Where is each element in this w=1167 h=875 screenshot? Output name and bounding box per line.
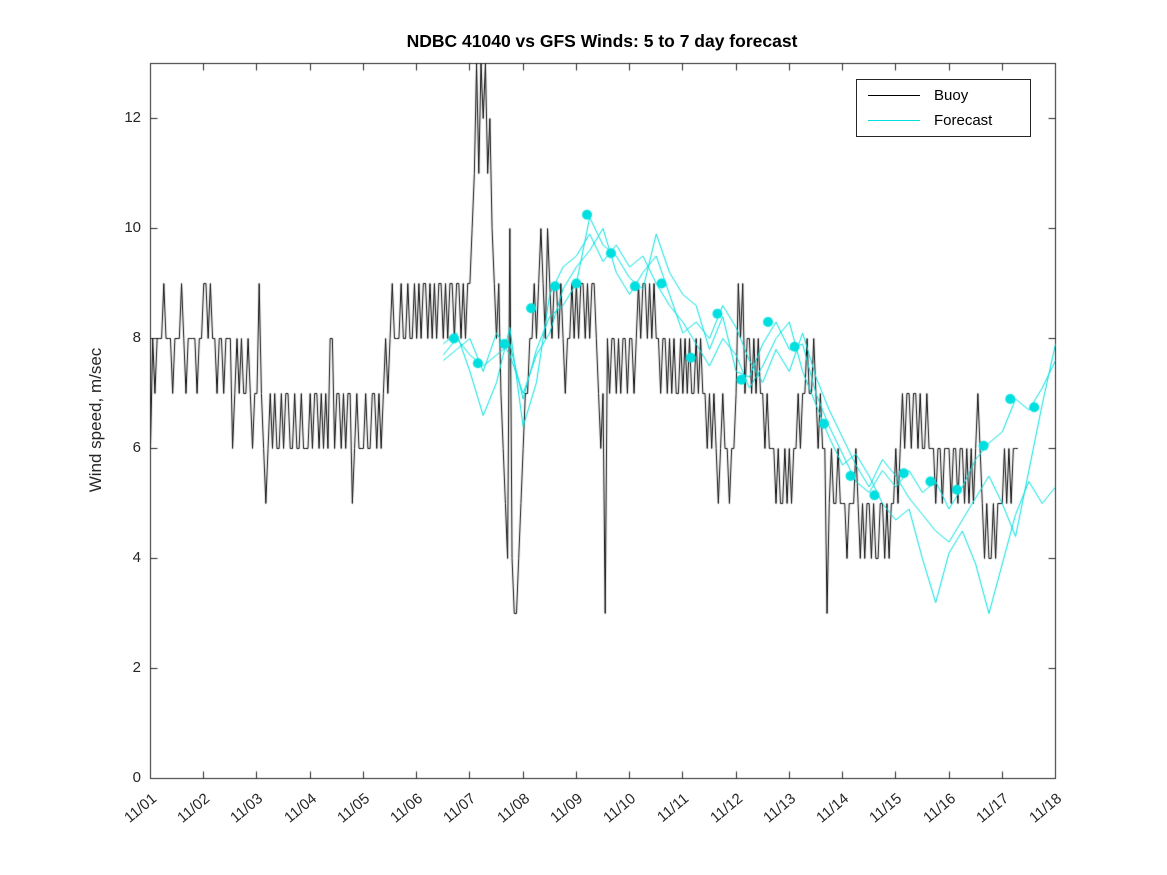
chart-title: NDBC 41040 vs GFS Winds: 5 to 7 day fore… [406,31,798,51]
forecast-line-sample [868,119,920,121]
buoy-line-sample [868,95,920,97]
legend-label-buoy: Buoy [934,87,969,105]
legend-item-forecast: Forecast [868,112,1030,129]
y-tick-label: 4 [132,549,141,566]
y-tick-label: 0 [132,769,141,786]
y-tick-label: 8 [132,329,141,346]
legend-label-forecast: Forecast [934,111,993,129]
y-tick-label: 12 [124,109,141,126]
y-tick-label: 10 [124,219,141,236]
y-tick-label: 6 [132,439,141,456]
legend-item-buoy: Buoy [868,87,1030,104]
y-tick-label: 2 [132,659,141,676]
legend: Buoy Forecast [856,79,1031,137]
y-axis-label: Wind speed, m/sec [86,347,105,493]
